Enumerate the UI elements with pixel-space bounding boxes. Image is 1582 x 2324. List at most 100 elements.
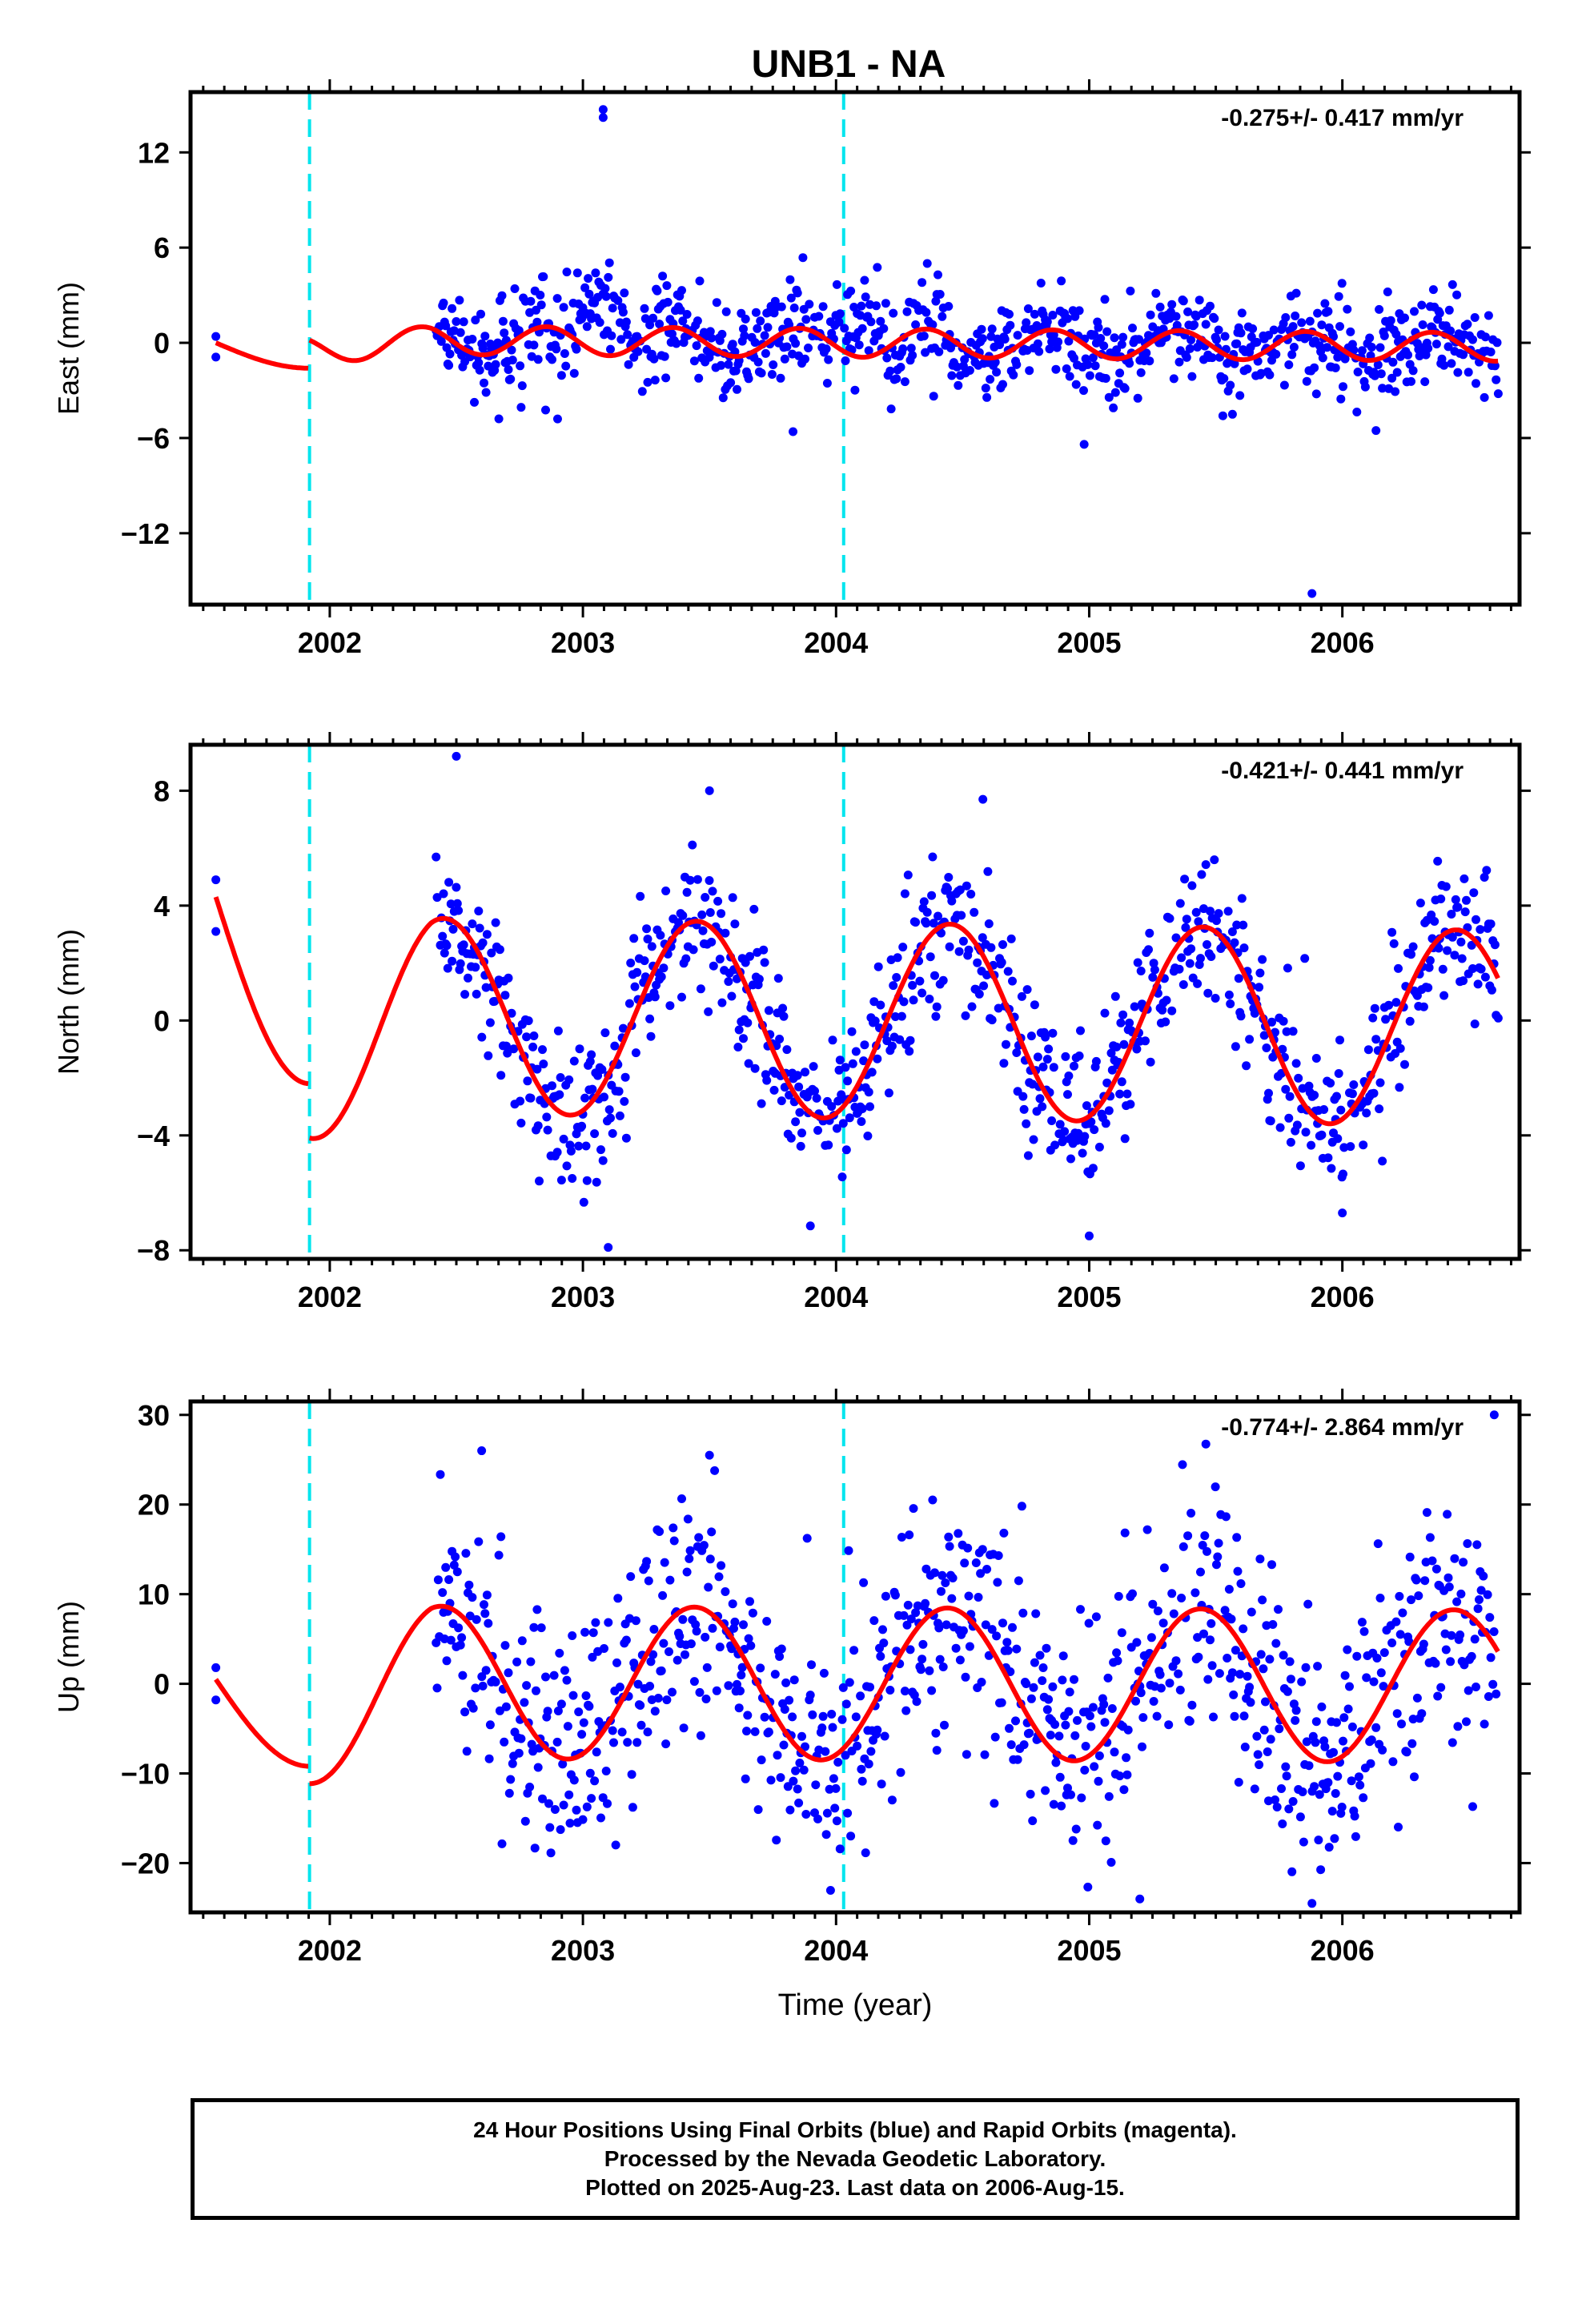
data-point — [1116, 1018, 1126, 1027]
data-point — [1271, 1638, 1281, 1648]
data-point — [539, 272, 548, 281]
data-point — [1286, 1675, 1295, 1684]
data-point — [478, 938, 488, 947]
data-point — [1214, 325, 1223, 335]
data-point — [1285, 1092, 1295, 1101]
data-point — [572, 1805, 581, 1815]
data-point — [857, 1104, 867, 1113]
data-point — [702, 1663, 712, 1672]
data-point — [1292, 1120, 1302, 1130]
data-point — [1110, 991, 1120, 1001]
data-point — [1480, 873, 1489, 882]
data-point — [471, 963, 480, 972]
data-point — [1446, 326, 1456, 336]
data-point — [1252, 1731, 1262, 1741]
data-point — [1284, 1113, 1294, 1123]
data-point — [630, 982, 640, 991]
data-point — [497, 291, 507, 300]
data-point — [685, 1546, 695, 1555]
x-tick-label: 2003 — [551, 1934, 615, 1967]
data-point — [1456, 937, 1466, 947]
data-point — [485, 1720, 495, 1730]
data-point — [856, 1691, 865, 1701]
data-point — [1110, 333, 1119, 343]
data-point — [1055, 1120, 1065, 1129]
data-point — [659, 1638, 669, 1648]
data-point — [1332, 1092, 1341, 1101]
data-point — [1234, 1778, 1243, 1787]
data-point — [850, 385, 860, 395]
data-point — [673, 1655, 682, 1665]
data-point — [1090, 1125, 1099, 1135]
data-point — [432, 852, 441, 862]
data-point — [814, 312, 824, 321]
data-point — [1210, 855, 1219, 865]
data-point — [906, 1614, 916, 1624]
data-point — [821, 1830, 831, 1839]
data-point — [535, 1176, 544, 1186]
data-point — [507, 345, 516, 355]
data-point — [1048, 1682, 1058, 1691]
data-point — [1391, 387, 1400, 396]
y-tick-label: 8 — [154, 774, 170, 807]
data-point — [840, 324, 849, 333]
data-point — [1194, 917, 1203, 927]
data-point — [781, 1678, 791, 1687]
data-point — [1201, 860, 1211, 870]
data-point — [575, 1044, 584, 1054]
data-point — [1492, 1689, 1501, 1699]
data-point — [1048, 311, 1058, 320]
data-point — [804, 344, 813, 352]
data-point — [632, 1738, 642, 1747]
data-point — [946, 344, 955, 352]
data-point — [665, 1001, 675, 1011]
data-point — [727, 991, 737, 1001]
data-point — [1391, 998, 1401, 1007]
data-point — [536, 1623, 546, 1633]
data-point — [841, 1751, 850, 1760]
data-point — [1332, 1718, 1341, 1727]
data-point — [623, 1738, 632, 1747]
data-point — [661, 887, 671, 895]
data-point — [631, 1616, 640, 1626]
data-point — [860, 275, 869, 285]
x-tick-label: 2004 — [804, 1281, 868, 1313]
data-point — [549, 1671, 559, 1680]
data-point — [1203, 940, 1211, 949]
data-point — [1313, 308, 1323, 318]
data-point — [1054, 337, 1063, 347]
data-point — [927, 1686, 937, 1695]
data-point — [827, 1710, 837, 1719]
data-point — [1423, 344, 1433, 353]
data-point — [1017, 991, 1026, 1001]
data-point — [1036, 279, 1046, 287]
data-point — [1115, 1089, 1125, 1099]
data-point — [705, 908, 715, 917]
data-point — [1457, 954, 1467, 963]
data-point — [1240, 1743, 1250, 1751]
data-point — [1227, 1614, 1236, 1624]
data-point — [1247, 1607, 1256, 1617]
data-point — [812, 1093, 821, 1103]
data-point — [1433, 1691, 1443, 1701]
data-point — [1464, 368, 1473, 377]
data-point — [809, 1062, 818, 1072]
data-point — [777, 1096, 786, 1106]
data-point — [737, 1671, 746, 1680]
data-point — [1311, 1054, 1321, 1063]
data-point — [1301, 1663, 1311, 1672]
data-point — [1214, 1538, 1223, 1548]
data-point — [1419, 1639, 1428, 1649]
data-point — [1174, 357, 1184, 367]
data-point — [1218, 411, 1227, 420]
data-point — [1018, 1092, 1028, 1101]
data-point — [520, 1816, 530, 1826]
data-point — [1265, 370, 1275, 380]
data-point — [780, 354, 789, 364]
data-point — [760, 1712, 769, 1722]
data-point — [1372, 1654, 1382, 1663]
data-point — [542, 1112, 552, 1122]
data-point — [822, 1808, 832, 1818]
data-point — [1459, 350, 1468, 360]
data-point — [1100, 295, 1110, 304]
